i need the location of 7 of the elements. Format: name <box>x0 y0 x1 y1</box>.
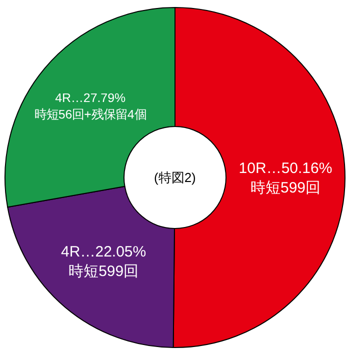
data-label: 4R…22.05% <box>61 244 146 261</box>
slice-label: 時短56回+残保留4個 <box>34 107 146 122</box>
slice-label: 時短599回 <box>68 263 139 280</box>
text: (特図2) <box>154 170 196 185</box>
data-label: 4R…27.79% <box>55 91 126 106</box>
slice-label: 時短599回 <box>250 179 321 196</box>
data-label: 10R…50.16% <box>238 160 332 177</box>
